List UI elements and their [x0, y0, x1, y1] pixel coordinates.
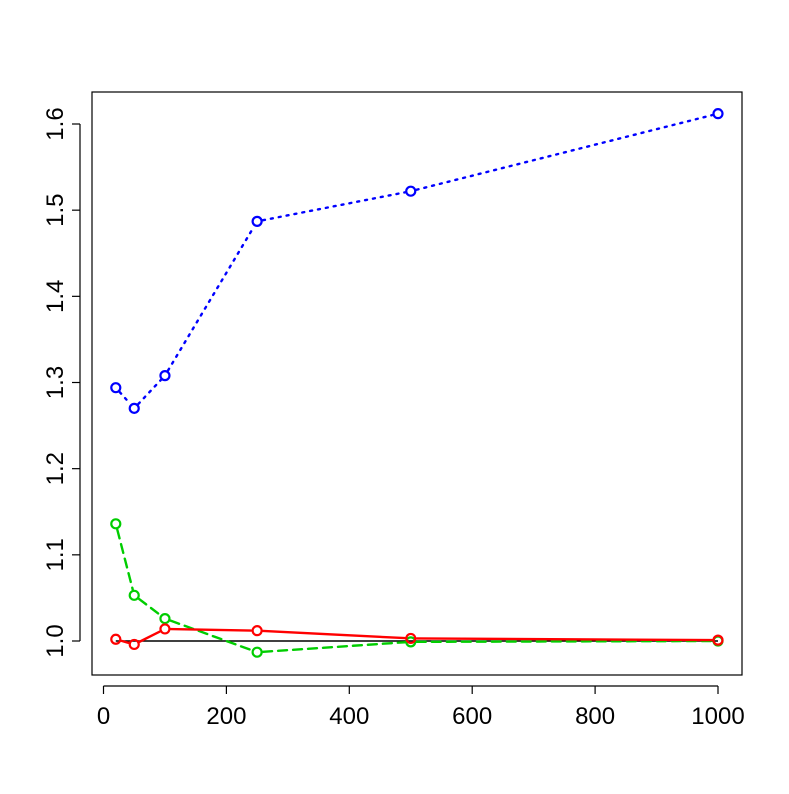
series-line-segment — [138, 630, 161, 643]
x-tick-label: 400 — [329, 703, 369, 730]
series-line-segment — [169, 627, 253, 632]
data-point — [251, 646, 263, 658]
series-line-segment — [169, 619, 253, 652]
series-line-segment — [415, 113, 714, 191]
series-line-segment — [261, 629, 406, 640]
y-tick-label: 1.0 — [42, 624, 69, 657]
series-line-segment — [261, 641, 406, 653]
data-point — [110, 633, 122, 645]
data-point — [405, 636, 417, 648]
plot-frame — [91, 91, 743, 676]
y-tick-label: 1.1 — [42, 538, 69, 571]
data-point — [110, 518, 122, 530]
x-tick-label: 600 — [452, 703, 492, 730]
data-point — [251, 215, 263, 227]
series-0 — [110, 108, 724, 414]
y-tick-label: 1.4 — [42, 280, 69, 313]
x-tick-label: 0 — [97, 703, 110, 730]
data-point — [128, 589, 140, 601]
series-2 — [110, 623, 724, 651]
x-axis: 0 200 400 600 800 1000 — [97, 685, 745, 730]
y-tick-label: 1.6 — [42, 107, 69, 140]
data-point — [712, 634, 724, 646]
series-line-segment — [261, 191, 407, 222]
data-point — [251, 625, 263, 637]
series-1 — [110, 518, 724, 658]
series-line-segment — [415, 637, 714, 642]
x-tick-label: 1000 — [691, 703, 744, 730]
data-point — [405, 185, 417, 197]
data-point — [128, 402, 140, 414]
data-point — [712, 108, 724, 120]
y-tick-label: 1.5 — [42, 193, 69, 226]
x-tick-label: 800 — [575, 703, 615, 730]
series-line-segment — [118, 390, 132, 406]
x-tick-label: 200 — [206, 703, 246, 730]
series-line-segment — [415, 639, 714, 644]
data-point — [128, 638, 140, 651]
data-point — [159, 370, 171, 382]
series-line-segment — [137, 597, 162, 617]
data-point — [405, 632, 417, 645]
series-line-segment — [166, 225, 256, 372]
series-line-segment — [116, 528, 134, 591]
series-line-segment — [120, 639, 130, 645]
y-tick-label: 1.3 — [42, 366, 69, 399]
y-tick-label: 1.2 — [42, 452, 69, 485]
series-layer — [110, 108, 724, 658]
data-point — [159, 623, 171, 635]
series-line-segment — [137, 378, 163, 406]
data-point — [159, 612, 171, 625]
data-point — [110, 382, 122, 394]
y-axis: 1.0 1.1 1.2 1.3 1.4 1.5 1.6 — [42, 107, 81, 658]
